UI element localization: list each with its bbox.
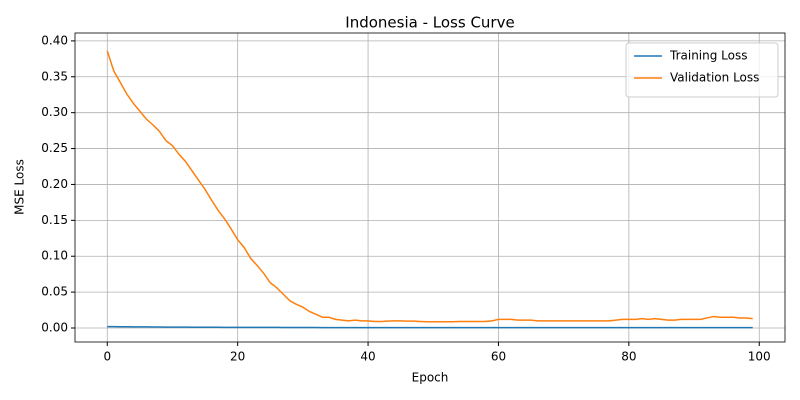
- chart-title: Indonesia - Loss Curve: [345, 14, 514, 32]
- x-tick-label: 100: [748, 350, 771, 364]
- legend-label: Validation Loss: [670, 71, 759, 85]
- y-tick-label: 0.30: [41, 105, 68, 119]
- x-tick-label: 60: [491, 350, 506, 364]
- plot-frame: [74, 32, 786, 343]
- legend-box: [625, 42, 779, 98]
- y-tick-label: 0.35: [41, 69, 68, 83]
- y-tick-label: 0.00: [41, 321, 68, 335]
- x-tick-label: 40: [360, 350, 375, 364]
- y-tick-label: 0.05: [41, 285, 68, 299]
- y-tick-label: 0.25: [41, 141, 68, 155]
- y-tick-label: 0.40: [41, 33, 68, 47]
- line-series: [107, 325, 753, 329]
- legend-label: Training Loss: [669, 49, 747, 63]
- y-tick-label: 0.10: [41, 249, 68, 263]
- x-tick-label: 80: [621, 350, 636, 364]
- line-series: [106, 50, 753, 323]
- y-tick-label: 0.20: [41, 177, 68, 191]
- x-tick-label: 20: [230, 350, 245, 364]
- x-axis-label: Epoch: [412, 371, 449, 385]
- y-axis-label: MSE Loss: [13, 159, 27, 215]
- y-tick-label: 0.15: [41, 213, 68, 227]
- x-tick-label: 0: [103, 350, 111, 364]
